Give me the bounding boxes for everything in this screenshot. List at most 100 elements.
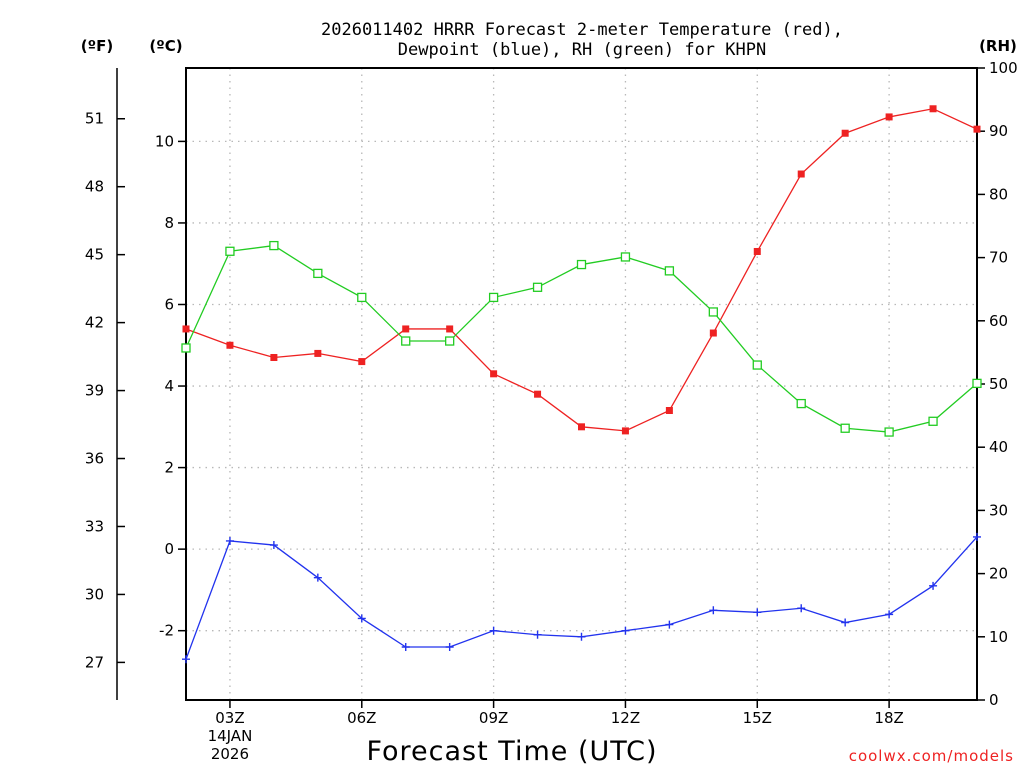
- temperature-marker: [665, 407, 673, 415]
- dewpoint-marker: [885, 610, 894, 619]
- temperature-marker: [402, 325, 410, 333]
- temperature-marker: [578, 423, 585, 431]
- rh-marker: [708, 307, 718, 317]
- rh-tick-label: 70: [989, 249, 1008, 267]
- celsius-tick-label: 10: [155, 132, 174, 150]
- rh-tick-label: 50: [989, 375, 1008, 393]
- temperature-marker: [226, 341, 234, 349]
- dewpoint-line: [185, 536, 978, 660]
- rh-tick-label: 90: [989, 122, 1008, 140]
- temperature-marker: [534, 390, 542, 398]
- dewpoint-marker: [709, 606, 718, 615]
- fahrenheit-unit-label: (ºF): [81, 37, 113, 55]
- celsius-tick-label: 4: [164, 377, 174, 395]
- rh-marker: [269, 240, 279, 251]
- temperature-marker: [621, 427, 629, 435]
- dewpoint-marker: [182, 655, 190, 664]
- rh-marker: [796, 398, 806, 409]
- rh-marker: [620, 252, 631, 262]
- temperature-marker: [753, 247, 761, 255]
- credit-text: coolwx.com/models: [849, 747, 1014, 765]
- temperature-marker: [182, 325, 190, 333]
- rh-unit-label: (RH): [979, 37, 1017, 55]
- dewpoint-marker: [929, 581, 938, 590]
- fahrenheit-tick-label: 39: [85, 382, 104, 400]
- temperature-marker: [973, 125, 981, 133]
- celsius-tick-label: 6: [164, 295, 174, 313]
- fahrenheit-tick-label: 27: [85, 653, 104, 671]
- x-date-label: 14JAN: [208, 727, 253, 745]
- temperature-marker: [841, 129, 849, 137]
- dewpoint-marker: [269, 541, 278, 550]
- x-tick-label: 12Z: [611, 709, 640, 727]
- dewpoint-marker: [841, 618, 850, 627]
- rh-tick-label: 10: [989, 628, 1008, 646]
- temperature-line: [185, 108, 978, 432]
- x-date-label: 2026: [211, 745, 249, 763]
- rh-tick-label: 20: [989, 565, 1008, 583]
- rh-marker: [313, 268, 323, 279]
- dewpoint-marker: [753, 608, 762, 617]
- x-tick-label: 18Z: [874, 709, 903, 727]
- rh-tick-label: 60: [989, 312, 1008, 330]
- temperature-marker: [709, 329, 717, 337]
- rh-tick-label: 0: [989, 691, 999, 709]
- rh-marker: [401, 336, 411, 346]
- celsius-tick-label: 8: [164, 214, 174, 232]
- fahrenheit-tick-label: 30: [85, 585, 104, 603]
- gridlines: [186, 68, 977, 700]
- rh-marker: [181, 343, 191, 353]
- dewpoint-marker: [973, 532, 981, 541]
- dewpoint-marker: [665, 620, 674, 629]
- dewpoint-marker: [621, 626, 630, 635]
- celsius-tick-label: 2: [164, 459, 174, 477]
- rh-marker: [884, 427, 894, 437]
- chart-title-line-2: Dewpoint (blue), RH (green) for KHPN: [398, 40, 766, 60]
- temperature-marker: [446, 325, 454, 333]
- rh-marker: [488, 292, 499, 303]
- fahrenheit-tick-label: 51: [85, 110, 104, 128]
- rh-marker: [840, 423, 850, 433]
- rh-marker: [928, 416, 938, 426]
- rh-tick-label: 80: [989, 185, 1008, 203]
- fahrenheit-tick-label: 36: [85, 450, 104, 468]
- fahrenheit-tick-label: 42: [85, 314, 104, 332]
- rh-marker: [576, 259, 587, 270]
- dewpoint-marker: [445, 642, 454, 651]
- rh-marker: [225, 246, 235, 256]
- temperature-marker: [490, 370, 498, 378]
- temperature-marker: [314, 349, 322, 357]
- x-tick-label: 09Z: [479, 709, 508, 727]
- rh-marker: [972, 378, 982, 389]
- temperature-marker: [929, 105, 937, 113]
- fahrenheit-tick-label: 45: [85, 246, 104, 264]
- series-group: [181, 105, 982, 664]
- rh-marker: [532, 282, 543, 292]
- temperature-marker: [885, 113, 893, 121]
- dewpoint-marker: [577, 632, 586, 641]
- rh-marker: [664, 266, 675, 276]
- rh-tick-label: 100: [989, 59, 1018, 77]
- dewpoint-marker: [225, 536, 234, 545]
- rh-line: [185, 244, 978, 433]
- x-tick-label: 06Z: [347, 709, 376, 727]
- chart-title-line-1: 2026011402 HRRR Forecast 2-meter Tempera…: [321, 20, 843, 40]
- dewpoint-marker: [797, 604, 806, 613]
- fahrenheit-tick-label: 48: [85, 178, 104, 196]
- axes: -2 0 2 4 6 8 10 27 30 33 36 39 42 45 48 51 0 10 20 30 40 50 60…: [85, 59, 1018, 763]
- fahrenheit-tick-label: 33: [85, 517, 104, 535]
- celsius-tick-label: 0: [164, 540, 174, 558]
- temperature-marker: [797, 170, 805, 178]
- x-tick-label: 15Z: [743, 709, 772, 727]
- x-axis-label: Forecast Time (UTC): [366, 736, 657, 767]
- x-tick-label: 03Z: [215, 709, 244, 727]
- dewpoint-marker: [401, 642, 410, 651]
- temperature-marker: [358, 358, 366, 366]
- dewpoint-marker: [533, 630, 542, 639]
- dewpoint-marker: [313, 573, 322, 582]
- temperature-marker: [270, 353, 278, 361]
- rh-tick-label: 40: [989, 438, 1008, 456]
- rh-tick-label: 30: [989, 501, 1008, 519]
- celsius-unit-label: (ºC): [149, 37, 182, 55]
